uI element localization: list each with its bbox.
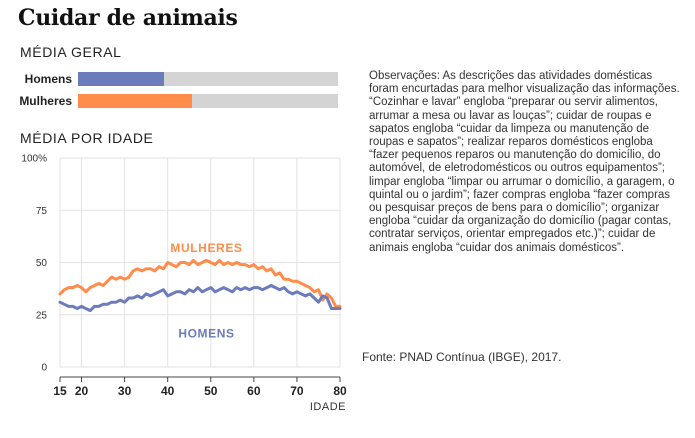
y-tick-label: 0 bbox=[41, 363, 47, 374]
bar-fill-homens bbox=[78, 72, 164, 86]
y-tick-label: 100% bbox=[21, 154, 47, 165]
y-tick-label: 75 bbox=[36, 206, 48, 217]
bar-row-homens: Homens bbox=[0, 71, 345, 87]
bar-label-mulheres: Mulheres bbox=[19, 94, 72, 108]
x-tick-label: 15 bbox=[53, 384, 67, 398]
x-tick-label: 80 bbox=[333, 384, 347, 398]
series-label-homens: HOMENS bbox=[178, 327, 234, 341]
x-tick-label: 20 bbox=[75, 384, 89, 398]
notes-text: Observações: As descrições das atividade… bbox=[369, 70, 680, 254]
x-tick-label: 60 bbox=[247, 384, 261, 398]
y-tick-label: 25 bbox=[36, 310, 48, 321]
bar-fill-mulheres bbox=[78, 94, 193, 108]
media-geral-heading: MÉDIA GERAL bbox=[20, 44, 122, 60]
bar-track-mulheres bbox=[78, 94, 338, 108]
series-label-mulheres: MULHERES bbox=[170, 241, 242, 255]
y-tick-label: 50 bbox=[36, 258, 48, 269]
x-tick-label: 50 bbox=[204, 384, 218, 398]
x-tick-label: 40 bbox=[161, 384, 175, 398]
series-line-homens bbox=[58, 284, 342, 313]
x-tick-label: 30 bbox=[118, 384, 132, 398]
media-idade-heading: MÉDIA POR IDADE bbox=[20, 130, 154, 146]
x-axis-label: IDADE bbox=[310, 401, 346, 413]
chart-title: Cuidar de animais bbox=[18, 5, 238, 31]
x-tick-label: 70 bbox=[290, 384, 304, 398]
bar-row-mulheres: Mulheres bbox=[0, 93, 345, 109]
series-line-mulheres bbox=[58, 258, 342, 308]
bar-track-homens bbox=[78, 72, 338, 86]
bar-label-homens: Homens bbox=[24, 72, 72, 86]
source-text: Fonte: PNAD Contínua (IBGE), 2017. bbox=[362, 350, 562, 364]
